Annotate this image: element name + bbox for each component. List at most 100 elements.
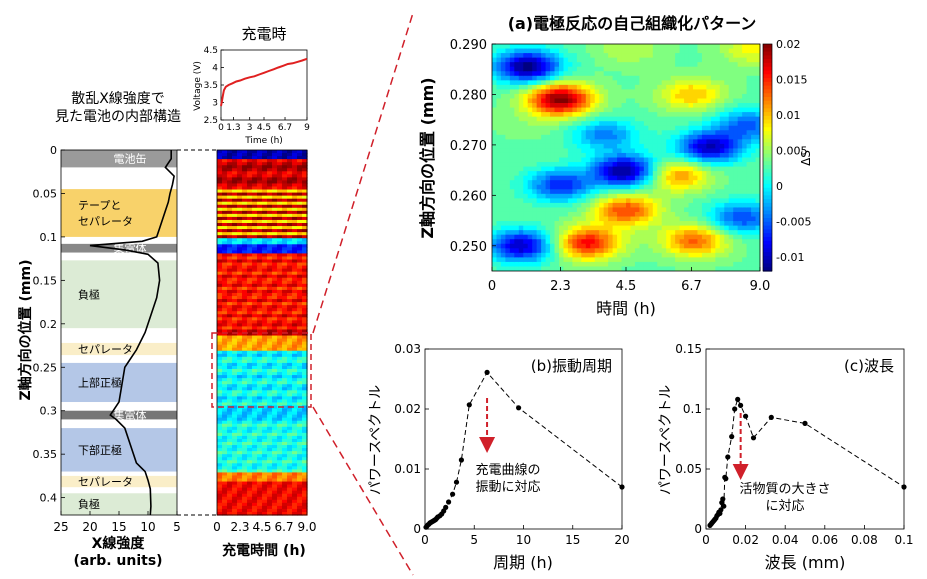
contour-cell <box>572 261 578 268</box>
heatmap-cell <box>262 195 268 200</box>
contour-cell <box>599 221 605 227</box>
heatmap-cell <box>287 502 293 507</box>
heatmap-cell <box>262 210 268 215</box>
contour-cell <box>541 225 547 231</box>
contour-cell <box>541 143 547 150</box>
heatmap-cell <box>247 508 253 513</box>
heatmap-cell <box>287 259 293 264</box>
contour-cell <box>550 171 556 177</box>
contour-cell <box>697 184 703 190</box>
contour-cell <box>701 93 707 100</box>
contour-cell <box>559 180 565 186</box>
heatmap-cell <box>252 353 258 358</box>
heatmap-cell <box>267 478 273 483</box>
contour-cell <box>541 103 547 109</box>
heatmap-cell <box>237 469 243 474</box>
contour-cell <box>554 62 560 68</box>
heatmap-cell <box>257 192 263 197</box>
contour-cell <box>608 152 614 159</box>
contour-cell <box>576 48 582 54</box>
heatmap-cell <box>247 502 253 507</box>
contour-cell <box>594 66 600 72</box>
contour-cell <box>608 252 614 258</box>
contour-cell <box>679 198 685 204</box>
heatmap-cell <box>297 207 303 212</box>
contour-cell <box>536 75 542 81</box>
heatmap-cell <box>227 420 233 425</box>
contour-cell <box>581 93 587 100</box>
contour-cell <box>550 198 556 204</box>
heatmap-cell <box>217 478 223 483</box>
heatmap-cell <box>257 180 263 185</box>
voltage-xtick-label: 3 <box>247 123 253 133</box>
contour-cell <box>697 261 703 268</box>
heatmap-cell <box>232 423 238 428</box>
contour-cell <box>657 230 663 236</box>
contour-cell <box>684 112 690 118</box>
heatmap-cell <box>277 375 283 379</box>
contour-cell <box>496 162 502 168</box>
heatmap-cell <box>292 159 298 163</box>
heatmap-cell <box>282 289 288 294</box>
contour-cell <box>554 216 560 222</box>
contour-cell <box>559 243 565 249</box>
contour-cell <box>710 66 716 72</box>
heatmap-cell <box>232 496 238 501</box>
contour-cell <box>492 216 498 222</box>
contour-cell <box>728 112 734 118</box>
heatmap-cell <box>222 180 228 185</box>
contour-cell <box>643 53 649 59</box>
contour-cell <box>599 171 605 177</box>
contour-cell <box>527 248 533 254</box>
heatmap-cell <box>247 183 253 188</box>
contour-cell <box>679 216 685 222</box>
contour-cell <box>612 66 618 72</box>
heatmap-cell <box>237 375 243 379</box>
contour-cell <box>733 243 739 249</box>
contour-cell <box>697 44 703 50</box>
contour-cell <box>706 98 712 104</box>
heatmap-cell <box>252 308 258 312</box>
heatmap-cell <box>232 356 238 361</box>
heatmap-cell <box>252 213 258 218</box>
heatmap-cell <box>297 338 303 343</box>
contour-cell <box>532 202 538 209</box>
contour-cell <box>523 139 529 145</box>
heatmap-cell <box>287 335 293 340</box>
heatmap-cell <box>237 235 243 239</box>
contour-cell <box>733 221 739 227</box>
heatmap-cell <box>227 454 233 458</box>
contour-cell <box>559 166 565 172</box>
contour-cell <box>630 57 636 63</box>
contour-cell <box>536 89 542 95</box>
contour-cell <box>536 139 542 145</box>
contour-cell <box>621 157 627 163</box>
heatmap-cell <box>227 156 233 160</box>
contour-cell <box>550 257 556 263</box>
heatmap-cell <box>287 402 293 407</box>
heatmap-cell <box>237 414 243 419</box>
contour-cell <box>590 116 596 122</box>
contour-cell <box>505 189 511 195</box>
contour-cell <box>514 134 520 140</box>
contour-cell <box>599 166 605 172</box>
contour-cell <box>532 257 538 263</box>
heatmap-cell <box>222 341 228 346</box>
heatmap-cell <box>267 235 273 239</box>
contour-cell <box>697 48 703 54</box>
heatmap-cell <box>302 271 308 276</box>
contour-cell <box>518 239 524 245</box>
contour-cell <box>733 198 739 204</box>
contour-cell <box>527 202 533 209</box>
heatmap-cell <box>227 359 233 364</box>
contour-cell <box>563 257 569 263</box>
contour-cell <box>666 248 672 254</box>
contour-cell <box>648 134 654 140</box>
contour-cell <box>581 175 587 181</box>
contour-cell <box>505 125 511 131</box>
contour-cell <box>554 184 560 190</box>
contour-cell <box>693 166 699 172</box>
contour-cell <box>523 143 529 150</box>
contour-cell <box>652 71 658 77</box>
heatmap-cell <box>297 408 303 413</box>
